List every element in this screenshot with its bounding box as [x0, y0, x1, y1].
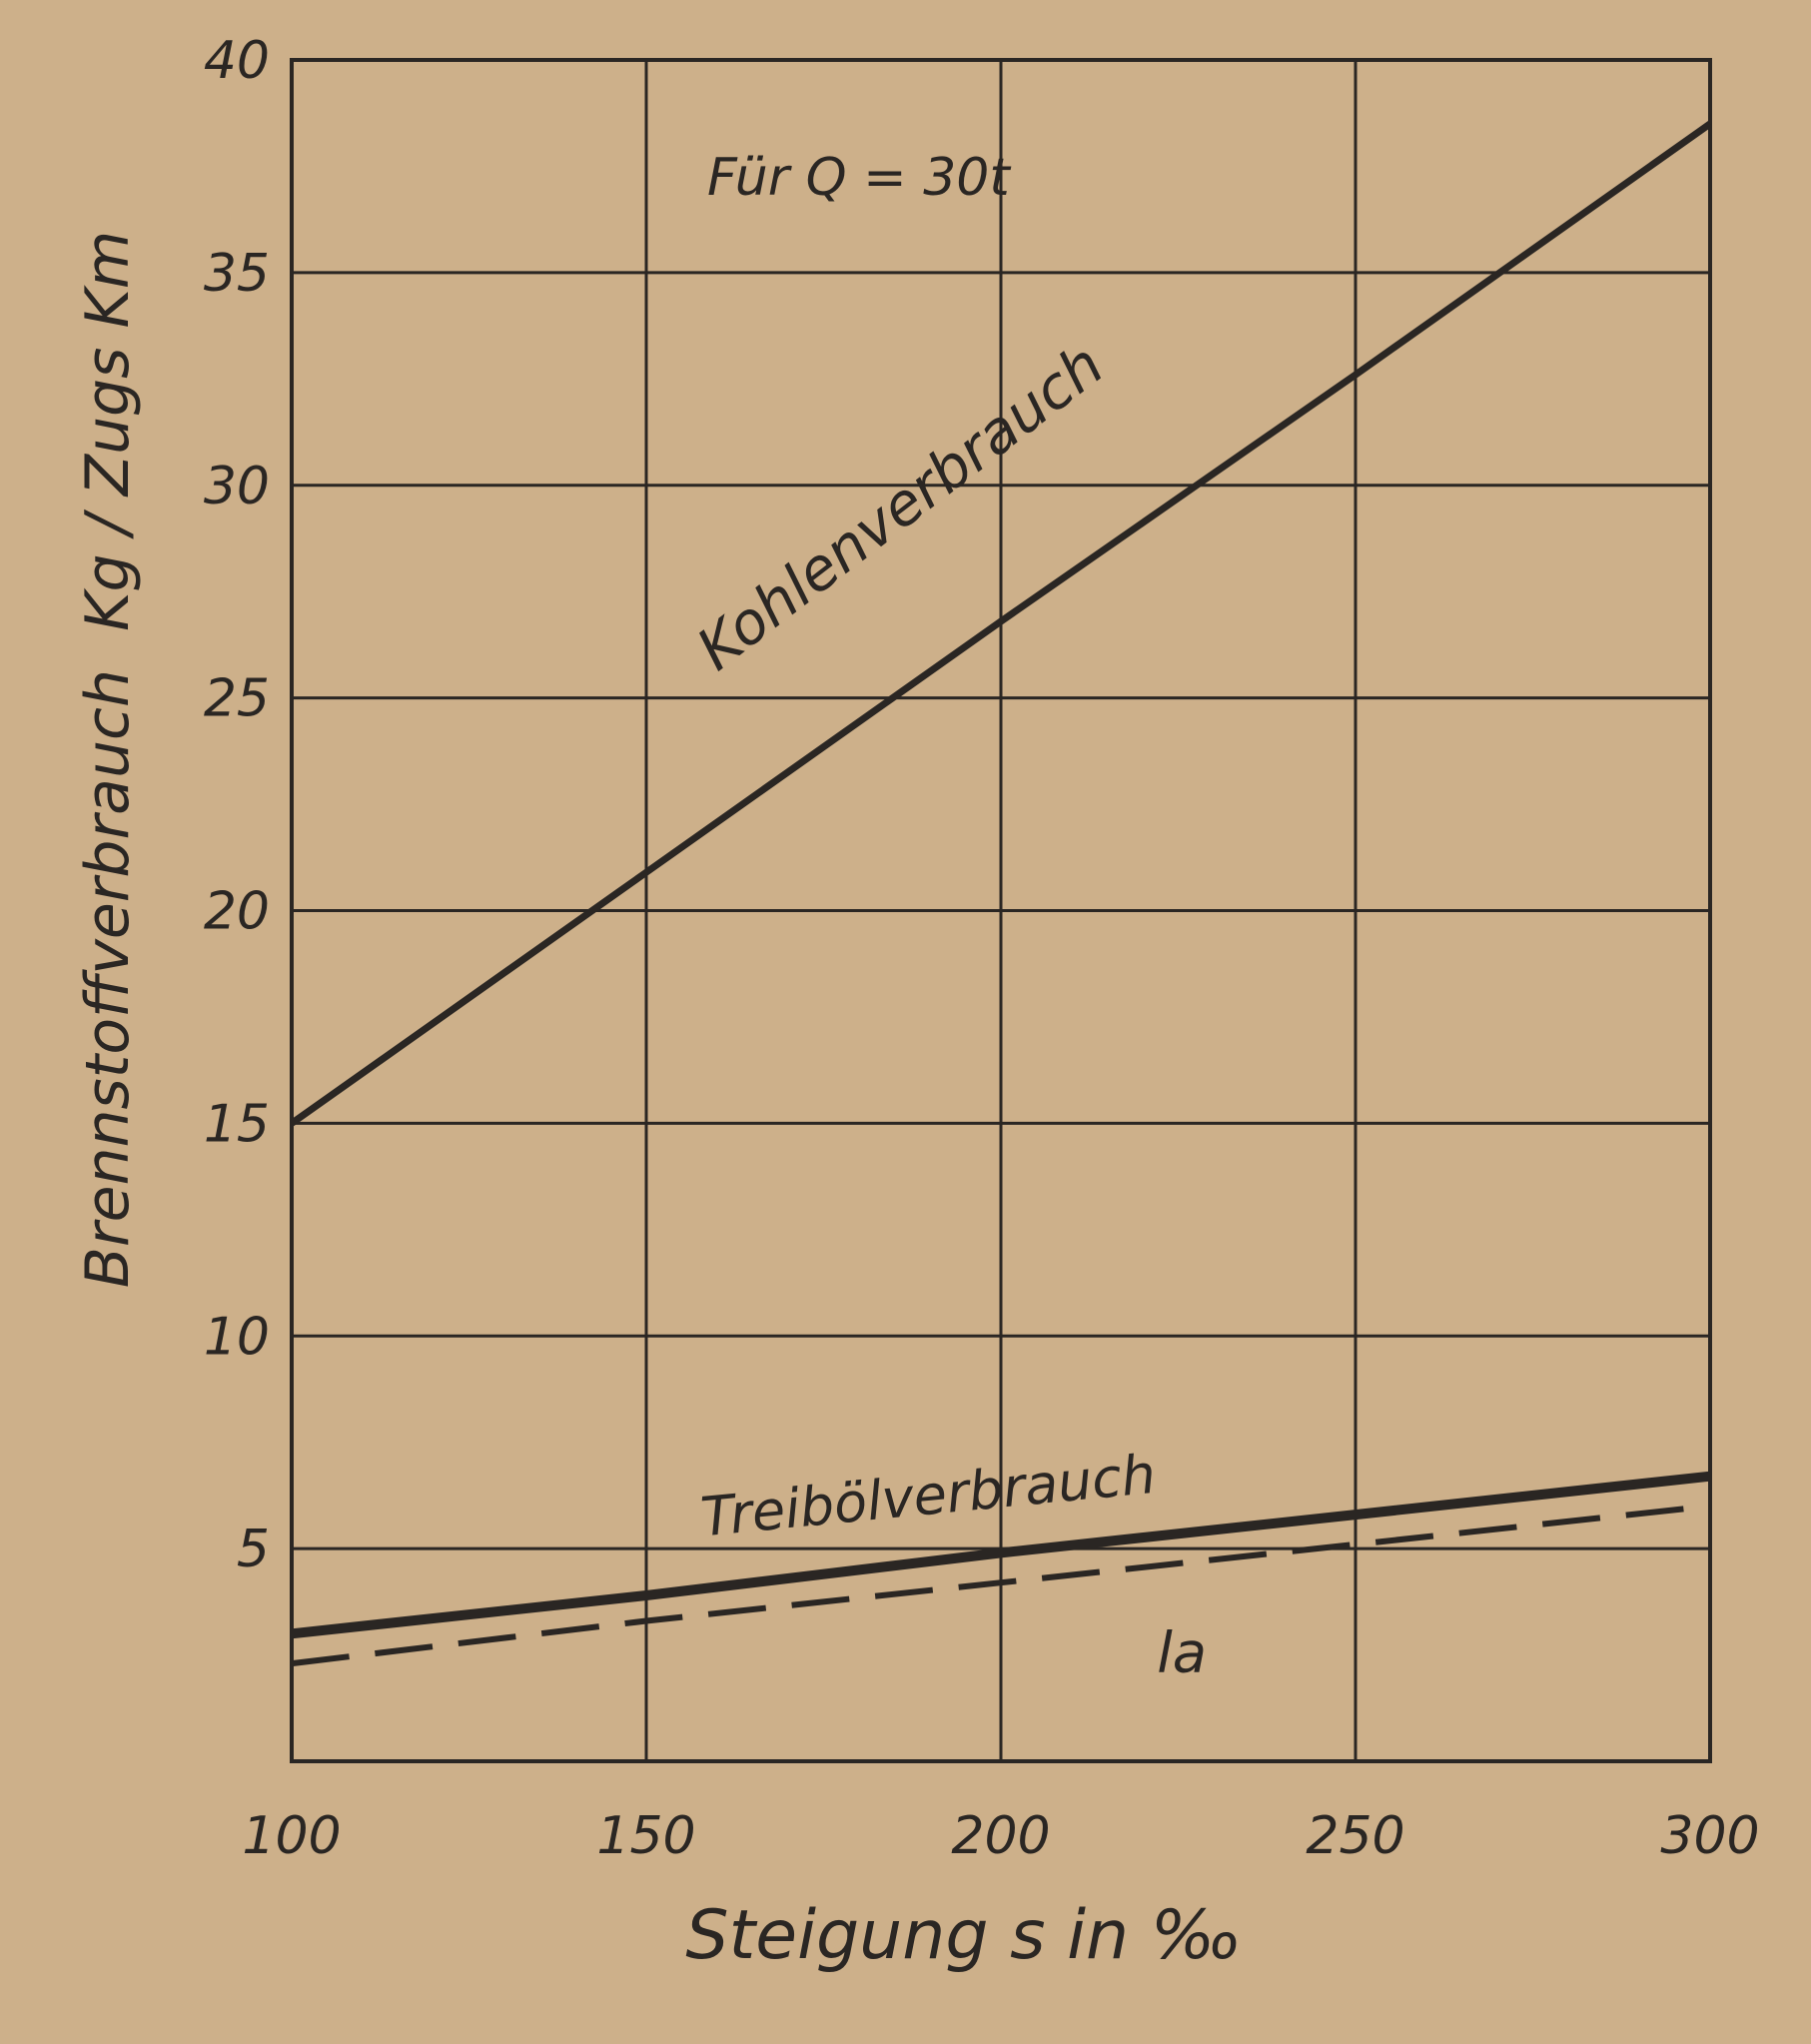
y-tick-label-30: 30 — [204, 457, 270, 516]
series-label-la: la — [1157, 1621, 1207, 1686]
y-tick-label-35: 35 — [204, 244, 270, 304]
series-line-la — [291, 1503, 1711, 1667]
x-tick-labels: 100 150 200 250 300 — [242, 1806, 1759, 1866]
plot-frame — [290, 58, 1712, 1763]
y-axis-label: Brennstoffverbrauch Kg / Zugs Km — [73, 231, 143, 1289]
x-tick-label-200: 200 — [951, 1806, 1050, 1866]
series-line-treib-lverbrauch — [291, 1471, 1711, 1639]
x-tick-label-150: 150 — [596, 1806, 695, 1866]
x-axis-label: Steigung s in ‰ — [685, 1896, 1242, 1975]
y-tick-labels: 5 10 15 20 25 30 35 40 — [204, 31, 270, 1579]
annotation-text: Für Q = 30t — [707, 148, 1011, 208]
x-tick-label-100: 100 — [242, 1806, 341, 1866]
series-lines — [289, 121, 1713, 1667]
y-tick-label-20: 20 — [204, 882, 270, 942]
y-tick-label-10: 10 — [204, 1307, 270, 1367]
y-tick-label-25: 25 — [204, 669, 270, 729]
y-tick-label-5: 5 — [237, 1520, 270, 1579]
x-tick-label-300: 300 — [1660, 1806, 1759, 1866]
x-tick-label-250: 250 — [1306, 1806, 1404, 1866]
y-tick-label-40: 40 — [204, 31, 270, 91]
series-line-kohlenverbrauch — [289, 121, 1713, 1127]
y-tick-label-15: 15 — [204, 1094, 270, 1154]
